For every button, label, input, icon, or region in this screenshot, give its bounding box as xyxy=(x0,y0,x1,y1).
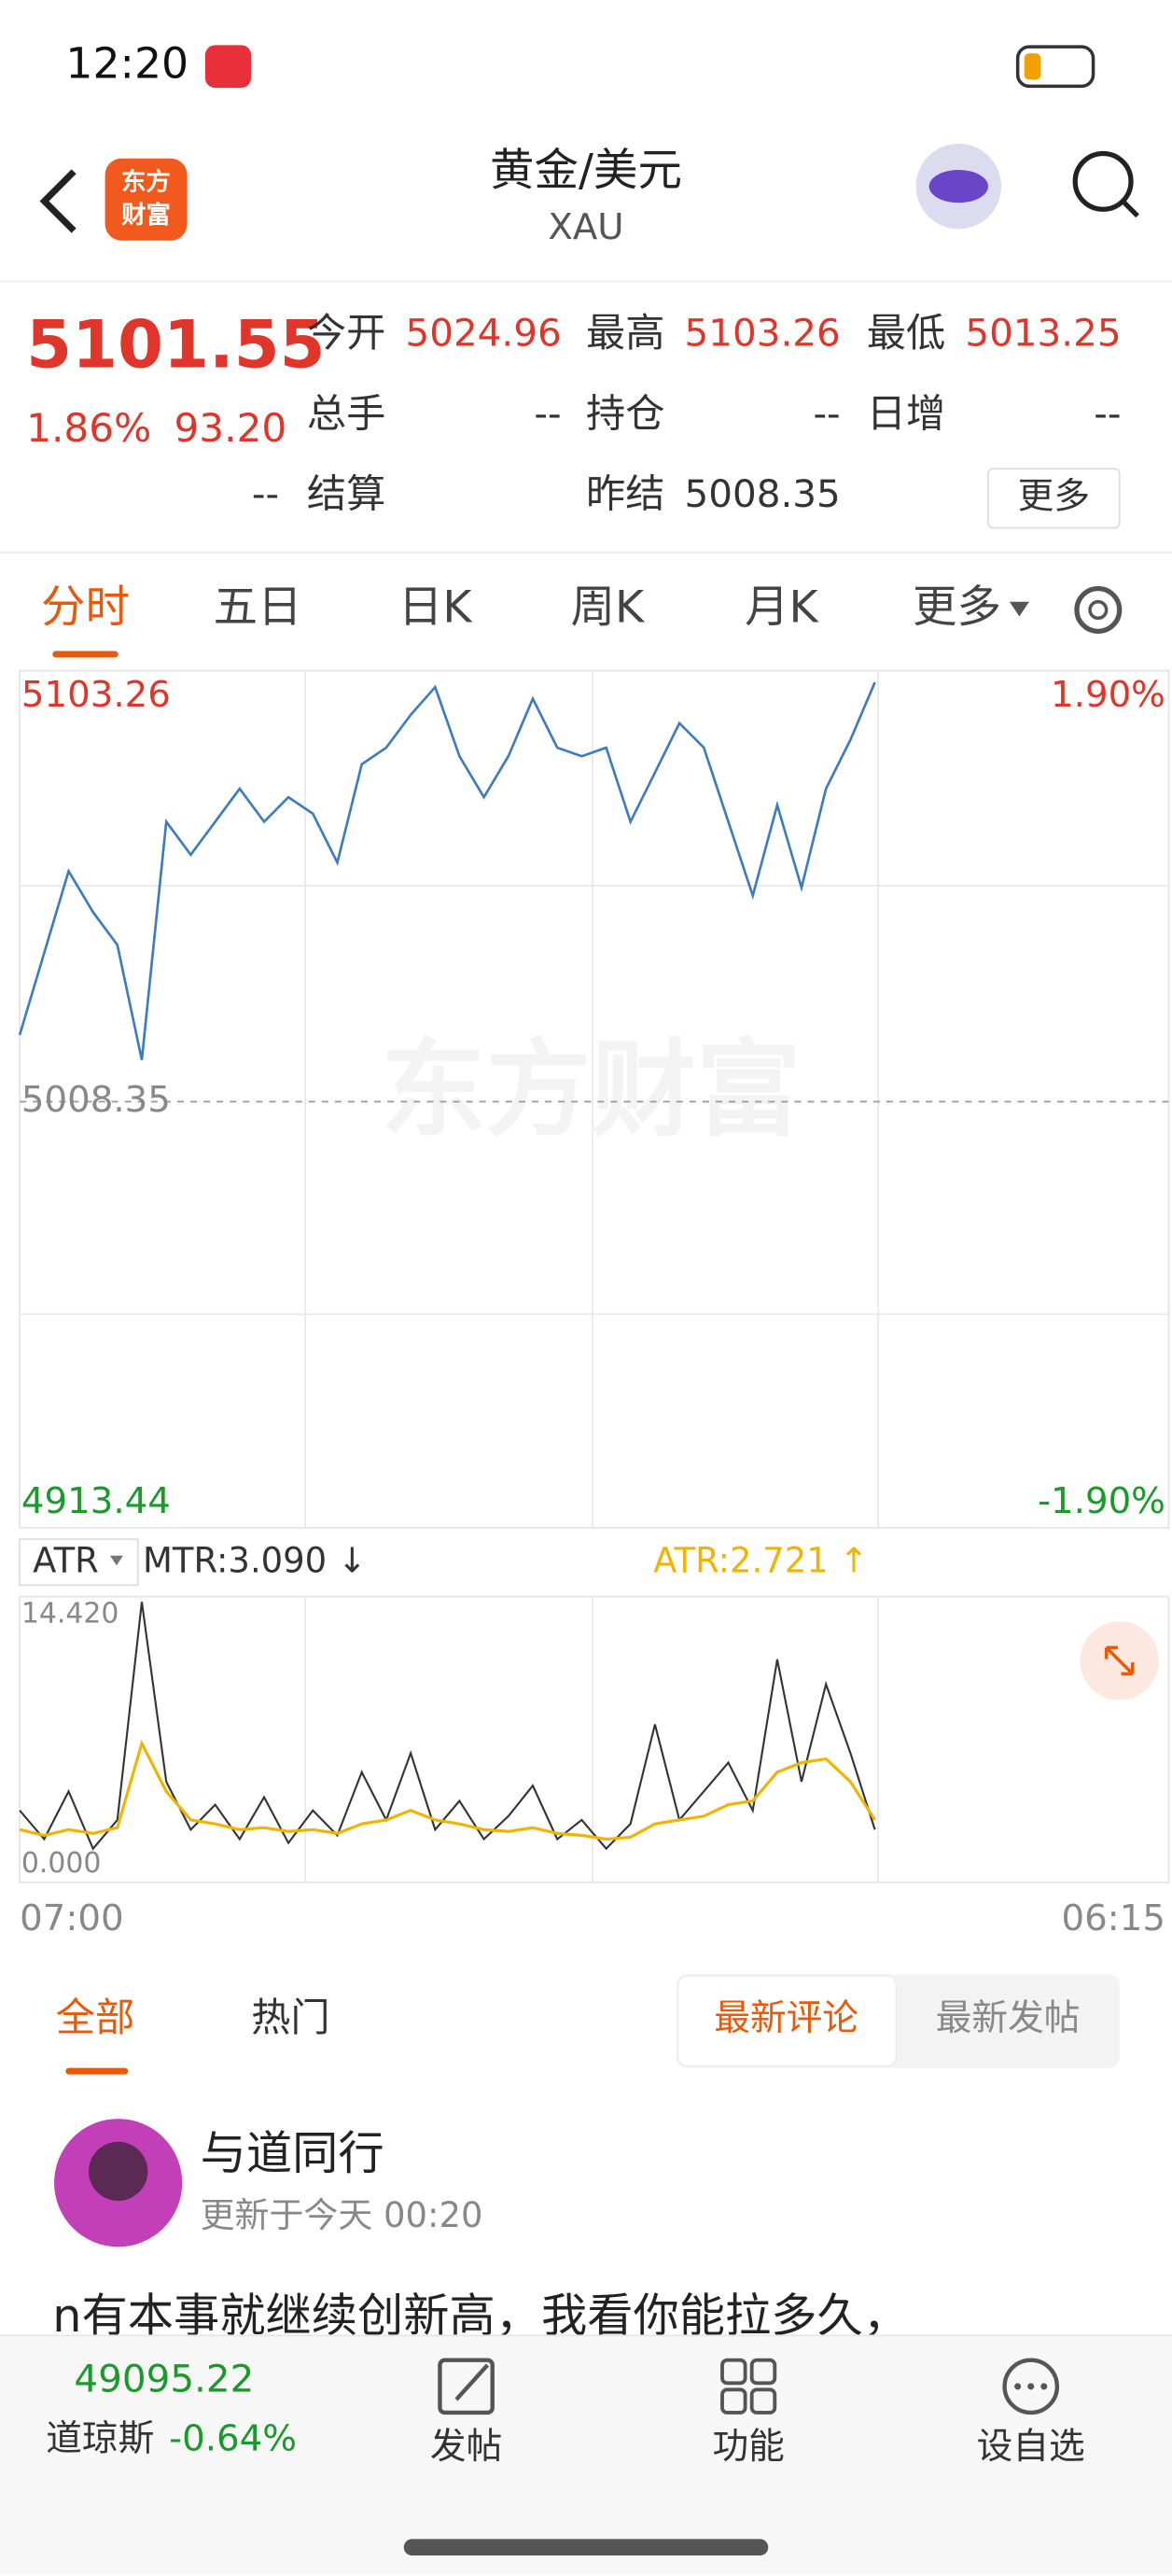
chart-tab[interactable]: 周K xyxy=(571,581,646,633)
watchlist-dot xyxy=(1014,2383,1022,2390)
nav-button[interactable]: 功能 xyxy=(712,2426,784,2468)
battery-level xyxy=(1024,53,1041,80)
back-button[interactable] xyxy=(39,169,77,233)
dropdown-arrow xyxy=(109,1555,123,1566)
watchlist-dot xyxy=(1027,2383,1035,2390)
nav-button[interactable]: 发帖 xyxy=(430,2426,502,2468)
legend-entry: MTR:3.090 ↓ xyxy=(143,1540,367,1580)
more-button-label[interactable]: 更多 xyxy=(1018,475,1090,517)
comment-tab[interactable]: 全部 xyxy=(56,1995,134,2040)
field-value: -- xyxy=(252,471,279,516)
field-value: -- xyxy=(813,391,840,436)
x-tick-label: 07:00 xyxy=(20,1897,123,1939)
chart-frame xyxy=(19,669,1170,1529)
logo-text: 财富 xyxy=(121,201,171,230)
expand-icon xyxy=(1104,1645,1135,1676)
field-value: 5013.25 xyxy=(965,311,1121,356)
index-change[interactable]: -0.64% xyxy=(169,2417,297,2459)
y-tick-label: 5008.35 xyxy=(21,1079,171,1121)
chart-frame xyxy=(19,1595,1170,1883)
settings-hole xyxy=(1088,599,1109,621)
nav-button[interactable]: 设自选 xyxy=(977,2426,1085,2468)
y-tick-label: 5103.26 xyxy=(21,674,171,716)
watermark: 东方财富 xyxy=(381,1029,801,1152)
function-icon xyxy=(749,2387,777,2415)
change-percent: 1.86% xyxy=(26,405,151,451)
app-icon xyxy=(204,45,252,89)
function-icon xyxy=(720,2387,747,2415)
y2-tick-label: -1.90% xyxy=(1038,1480,1165,1522)
logo xyxy=(105,158,188,241)
sort-option[interactable]: 最新发帖 xyxy=(936,1997,1081,2039)
field-value: 5008.35 xyxy=(685,471,841,516)
search-handle xyxy=(1121,199,1139,218)
field-label: 今开 xyxy=(307,310,385,356)
logo-text: 东方 xyxy=(121,168,171,197)
legend-entry: ATR:2.721 ↑ xyxy=(653,1540,868,1580)
home-indicator xyxy=(403,2539,769,2556)
index-name[interactable]: 道琼斯 xyxy=(46,2417,154,2459)
field-label: 持仓 xyxy=(586,390,664,436)
y-tick-label: 0.000 xyxy=(21,1847,102,1880)
field-label: 总手 xyxy=(307,390,385,436)
function-icon xyxy=(749,2358,777,2386)
tab-indicator xyxy=(65,2067,129,2075)
chart-tab[interactable]: 五日 xyxy=(214,581,302,633)
last-price: 5101.55 xyxy=(26,306,325,383)
field-value: 5024.96 xyxy=(405,311,561,356)
atr-line xyxy=(19,1602,876,1851)
x-tick-label: 06:15 xyxy=(1061,1897,1165,1939)
indicator-name[interactable]: ATR xyxy=(33,1540,99,1580)
post-author[interactable]: 与道同行 xyxy=(201,2126,384,2180)
more-button[interactable] xyxy=(987,468,1121,529)
change-amount: 93.20 xyxy=(174,405,286,451)
page-subtitle: XAU xyxy=(548,206,623,248)
field-value: 5103.26 xyxy=(685,311,841,356)
y-tick-label: 14.420 xyxy=(21,1598,119,1631)
status-time: 12:20 xyxy=(65,39,188,89)
comment-tab[interactable]: 热门 xyxy=(251,1995,329,2040)
tab-indicator xyxy=(52,651,119,658)
assistant-face xyxy=(928,170,988,203)
function-icon xyxy=(720,2358,747,2386)
post-time: 更新于今天 00:20 xyxy=(201,2195,483,2235)
index-value[interactable]: 49095.22 xyxy=(74,2357,254,2401)
y2-tick-label: 1.90% xyxy=(1051,674,1165,716)
field-label: 结算 xyxy=(307,471,385,517)
field-label: 昨结 xyxy=(586,471,664,517)
bottom-bar xyxy=(0,2335,1172,2576)
sort-active xyxy=(677,1975,898,2067)
watchlist-icon xyxy=(1002,2358,1060,2415)
battery xyxy=(1015,45,1095,89)
chart-tab[interactable]: 分时 xyxy=(41,581,130,633)
field-value: -- xyxy=(1094,391,1121,436)
field-label: 最高 xyxy=(586,310,664,356)
page-title: 黄金/美元 xyxy=(490,146,682,197)
watchlist-dot xyxy=(1040,2383,1048,2390)
price-line xyxy=(18,681,876,1060)
chart-tab[interactable]: 日K xyxy=(398,581,473,633)
chart-tab[interactable]: 更多 xyxy=(913,581,1001,633)
y-tick-label: 4913.44 xyxy=(21,1480,171,1522)
post-icon xyxy=(438,2358,495,2415)
chart-tab[interactable]: 月K xyxy=(745,581,819,633)
sort-option[interactable]: 最新评论 xyxy=(714,1997,858,2039)
post-icon-pen xyxy=(454,2363,490,2401)
field-value: -- xyxy=(534,391,561,436)
search-button[interactable] xyxy=(1072,150,1134,212)
field-label: 最低 xyxy=(867,310,945,356)
post-text: n有本事就继续创新高，我看你能拉多久， xyxy=(52,2289,909,2343)
atr-line xyxy=(19,1739,876,1841)
field-label: 日增 xyxy=(867,390,945,436)
dropdown-arrow xyxy=(1009,601,1029,617)
user-avatar-inner xyxy=(88,2141,148,2202)
settings-button[interactable] xyxy=(1074,585,1123,634)
